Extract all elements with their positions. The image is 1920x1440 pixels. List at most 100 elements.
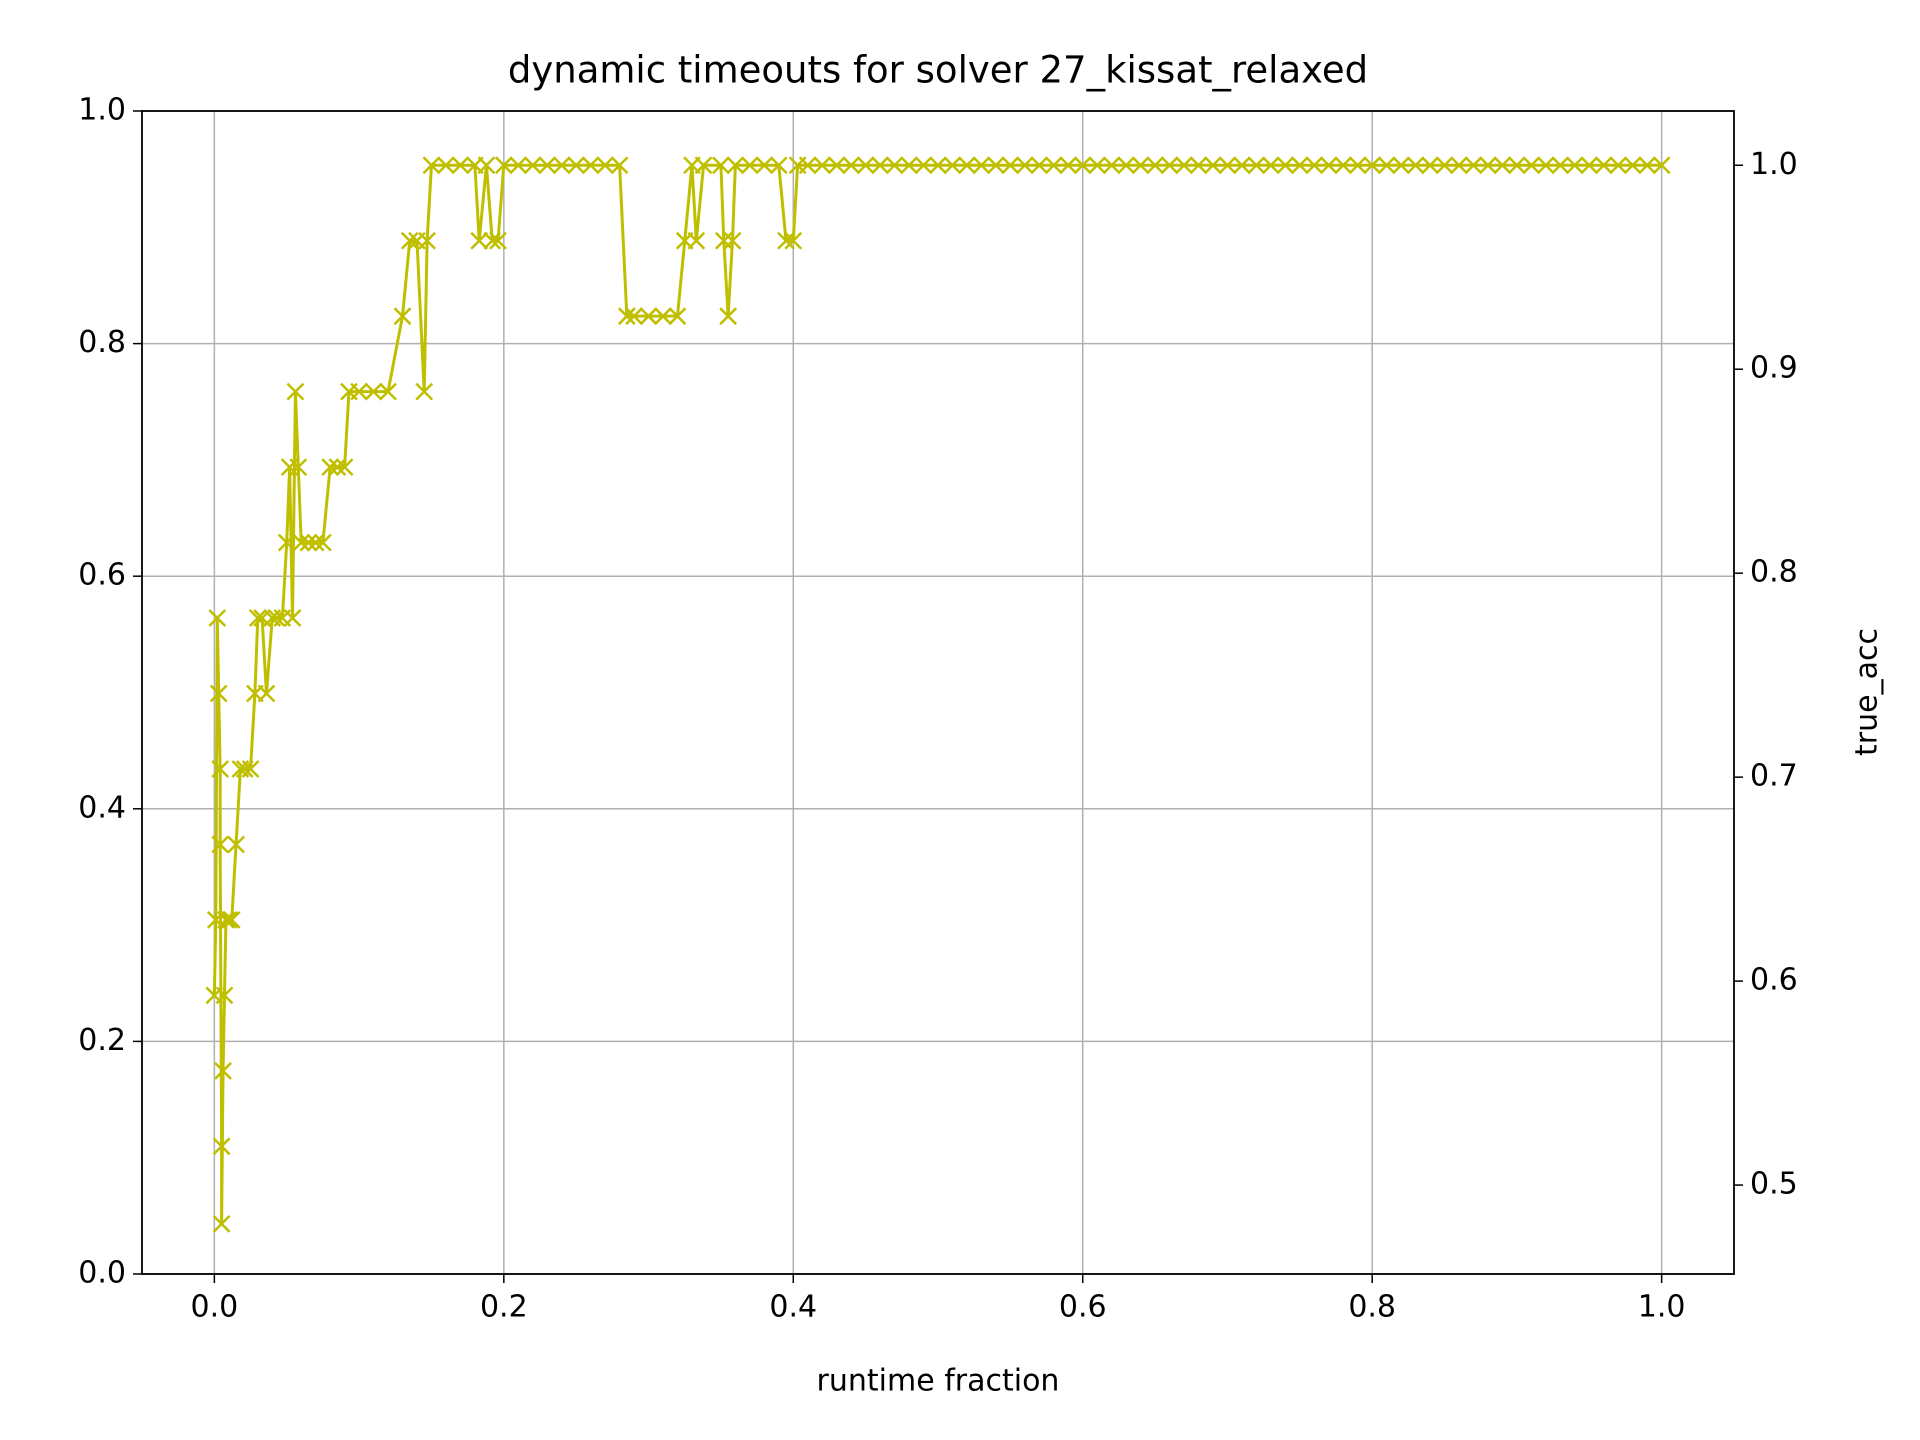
marker (241, 760, 260, 778)
marker (610, 156, 629, 175)
marker (400, 231, 419, 250)
marker (1551, 156, 1570, 175)
marker (222, 911, 241, 929)
marker (929, 156, 947, 175)
marker (1319, 156, 1338, 175)
y2-tick-label: 1.0 (1750, 147, 1798, 182)
marker (740, 156, 759, 175)
marker (538, 156, 557, 175)
chart-title: dynamic timeouts for solver 27_kissat_re… (508, 49, 1368, 92)
marker (470, 231, 489, 250)
marker (1290, 156, 1309, 175)
marker (1117, 156, 1136, 175)
marker (523, 156, 542, 175)
marker (885, 156, 904, 175)
marker (1059, 156, 1078, 175)
marker (958, 156, 976, 175)
marker (1102, 156, 1121, 175)
marker (257, 684, 276, 703)
marker (379, 382, 397, 401)
marker (552, 156, 571, 175)
marker (719, 307, 738, 326)
marker (972, 156, 991, 175)
x-tick-label: 0.2 (480, 1290, 528, 1325)
marker (489, 231, 507, 250)
marker (451, 156, 470, 175)
marker (212, 1137, 231, 1156)
marker (1189, 156, 1208, 175)
marker (217, 911, 235, 929)
marker (1536, 156, 1555, 175)
marker (437, 156, 455, 175)
marker (1204, 156, 1222, 175)
marker (694, 156, 713, 175)
marker (827, 156, 846, 175)
marker (1406, 156, 1425, 175)
marker (393, 307, 412, 326)
marker (1508, 156, 1526, 175)
marker (422, 156, 441, 175)
marker (714, 231, 733, 250)
marker (712, 156, 730, 175)
marker (335, 458, 354, 477)
plot-frame (141, 110, 1735, 1275)
marker (235, 760, 254, 778)
marker (871, 156, 889, 175)
marker (1218, 156, 1237, 175)
marker (567, 156, 586, 175)
marker (943, 156, 962, 175)
marker (1160, 156, 1179, 175)
marker (1594, 156, 1613, 175)
x-tick-label: 0.0 (191, 1290, 239, 1325)
marker (321, 458, 340, 477)
marker (1146, 156, 1164, 175)
marker (617, 307, 636, 326)
marker (842, 156, 861, 175)
marker (1421, 156, 1439, 175)
y2-tick-label: 0.5 (1750, 1167, 1798, 1202)
marker (1609, 156, 1628, 175)
marker (211, 760, 230, 778)
marker (654, 307, 672, 326)
marker (1363, 156, 1382, 175)
marker (1175, 156, 1193, 175)
marker (755, 156, 774, 175)
y-tick-label: 1.0 (78, 93, 126, 128)
marker (267, 609, 286, 627)
marker (723, 231, 742, 250)
marker (798, 156, 817, 175)
marker (813, 156, 832, 175)
marker (777, 231, 795, 250)
marker (1276, 156, 1295, 175)
marker (212, 1214, 231, 1233)
marker (1001, 156, 1020, 175)
marker (1377, 156, 1396, 175)
marker (900, 156, 918, 175)
marker (1652, 156, 1671, 175)
marker (215, 986, 234, 1005)
marker (784, 231, 803, 250)
marker (1479, 156, 1497, 175)
marker (483, 231, 502, 250)
x-axis-label: runtime fraction (817, 1364, 1060, 1399)
marker (639, 307, 658, 326)
marker (1464, 156, 1483, 175)
marker (364, 382, 383, 401)
marker (1522, 156, 1541, 175)
marker (292, 533, 311, 552)
y-tick-label: 0.0 (78, 1256, 126, 1291)
marker (1015, 156, 1034, 175)
marker (248, 609, 267, 627)
x-tick-label: 1.0 (1638, 1290, 1686, 1325)
marker (494, 156, 513, 175)
x-tick-label: 0.4 (769, 1290, 817, 1325)
marker (1261, 156, 1280, 175)
marker (280, 458, 299, 477)
marker (856, 156, 875, 175)
marker (477, 156, 496, 175)
marker (769, 156, 788, 175)
marker (987, 156, 1005, 175)
marker (306, 533, 325, 552)
